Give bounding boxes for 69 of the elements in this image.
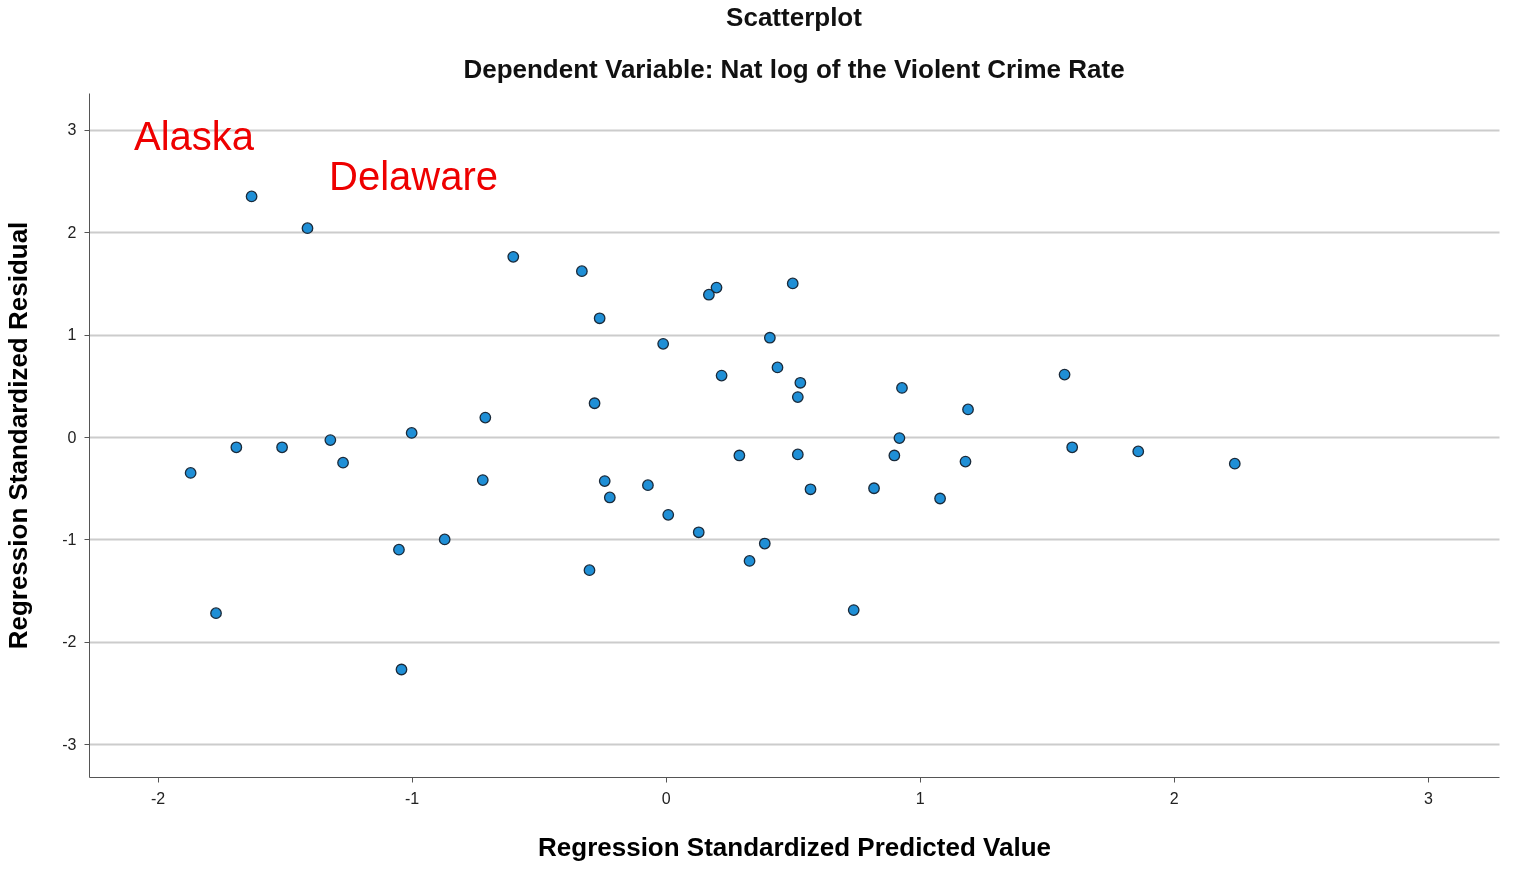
point: [868, 482, 880, 495]
point: [324, 434, 337, 446]
point: [962, 403, 974, 416]
point: [771, 361, 784, 374]
point: [593, 312, 606, 325]
point: [804, 483, 817, 496]
point: [393, 543, 405, 556]
point: [575, 265, 588, 278]
point: [479, 411, 492, 424]
point: [405, 427, 418, 439]
x-tick-label: 2: [1169, 789, 1179, 807]
point: [603, 491, 616, 504]
point: [210, 607, 222, 620]
point: [888, 449, 901, 462]
y-tick-label: 3: [67, 121, 77, 139]
point: [794, 376, 807, 389]
point: [934, 492, 946, 505]
point: [1066, 441, 1079, 454]
y-tick-label: 1: [67, 326, 77, 344]
chart-title: Scatterplot: [726, 2, 863, 32]
point: [710, 281, 723, 294]
x-tick-label: -1: [405, 789, 420, 807]
point: [692, 526, 705, 539]
point: [184, 467, 197, 479]
point: [791, 391, 804, 403]
point: [896, 382, 908, 394]
point: [476, 474, 489, 486]
point: [395, 663, 408, 676]
point: [743, 555, 756, 567]
point: [847, 604, 860, 616]
point: [438, 533, 451, 546]
x-tick-label: 0: [661, 789, 671, 807]
annotation: Alaska: [134, 114, 255, 158]
point: [245, 190, 258, 203]
point: [1132, 445, 1145, 458]
point: [662, 508, 675, 521]
point: [598, 475, 611, 487]
point: [230, 441, 243, 454]
x-axis-title: Regression Standardized Predicted Value: [538, 831, 1051, 862]
point: [791, 448, 804, 461]
y-axis-title: Regression Standardized Residual: [3, 221, 34, 650]
x-tick-label: -2: [150, 789, 166, 807]
point: [715, 369, 728, 382]
point: [763, 331, 776, 344]
point: [276, 441, 288, 454]
point: [1228, 457, 1241, 470]
point: [588, 397, 601, 410]
y-tick-label: -2: [62, 633, 77, 651]
y-tick-label: -3: [62, 735, 77, 753]
point: [583, 564, 596, 577]
point: [703, 288, 715, 301]
x-tick-label: 3: [1423, 789, 1433, 807]
point: [1058, 368, 1071, 381]
point: [642, 479, 654, 492]
chart-subtitle: Dependent Variable: Nat log of the Violent Crime Rate: [463, 54, 1125, 84]
point: [786, 277, 799, 290]
point: [733, 449, 746, 462]
point: [657, 337, 670, 350]
point: [893, 432, 906, 444]
annotation: Delaware: [329, 154, 498, 198]
x-tick-label: 1: [915, 789, 925, 807]
point: [507, 250, 520, 263]
point: [959, 455, 972, 468]
y-tick-label: 2: [67, 223, 77, 241]
y-tick-label: -1: [62, 530, 77, 548]
point: [758, 537, 771, 550]
point: [301, 222, 314, 235]
point: [337, 456, 349, 469]
y-tick-label: 0: [67, 428, 77, 446]
